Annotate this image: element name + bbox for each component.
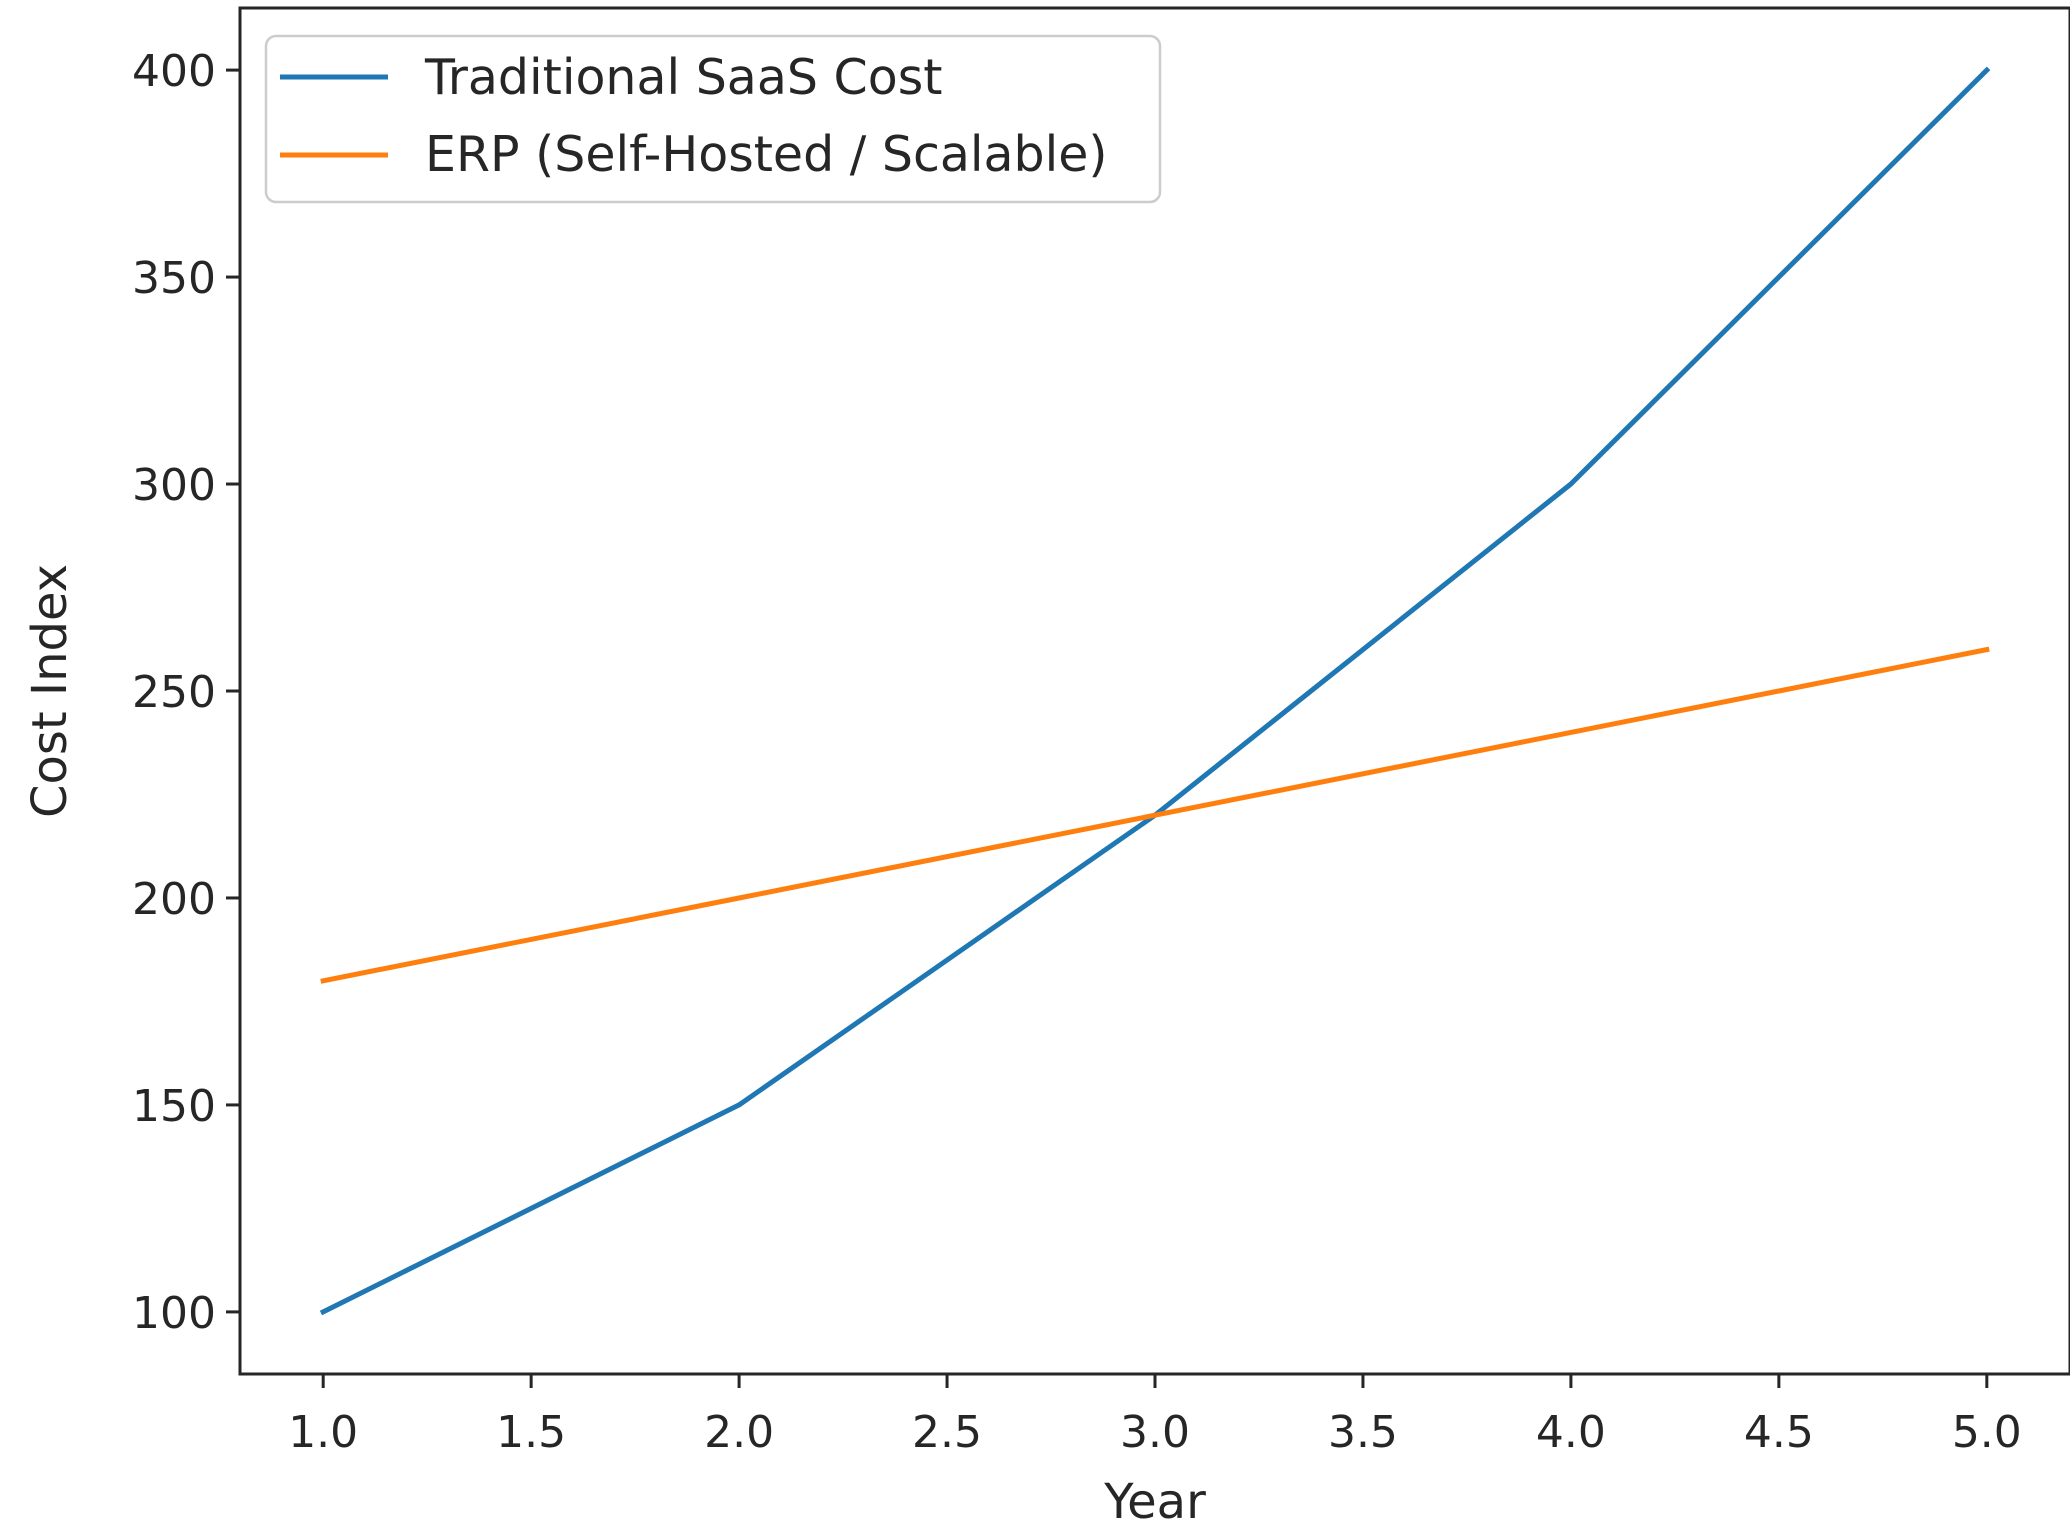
y-tick-label: 150 bbox=[132, 1081, 216, 1132]
legend-label-erp: ERP (Self-Hosted / Scalable) bbox=[425, 126, 1108, 183]
legend-box bbox=[264, 34, 1162, 204]
legend-label-traditional-saas: Traditional SaaS Cost bbox=[424, 49, 942, 106]
series-line-1 bbox=[320, 646, 1990, 984]
x-tick-label: 1.5 bbox=[496, 1407, 566, 1458]
y-axis-label: Cost Index bbox=[22, 564, 78, 818]
x-tick-label: 4.5 bbox=[1744, 1407, 1814, 1458]
x-tick-label: 5.0 bbox=[1952, 1407, 2022, 1458]
x-tick-label: 3.0 bbox=[1120, 1407, 1190, 1458]
y-tick-label: 400 bbox=[132, 46, 216, 97]
x-tick-label: 1.0 bbox=[288, 1407, 358, 1458]
x-tick-label: 2.0 bbox=[704, 1407, 774, 1458]
y-tick-label: 300 bbox=[132, 460, 216, 511]
x-tick-label: 3.5 bbox=[1328, 1407, 1398, 1458]
x-tick-label: 2.5 bbox=[912, 1407, 982, 1458]
x-axis-label: Year bbox=[1103, 1474, 1206, 1525]
legend: Traditional SaaS Cost ERP (Self-Hosted /… bbox=[264, 34, 1162, 204]
y-tick-label: 200 bbox=[132, 874, 216, 925]
y-tick-label: 350 bbox=[132, 253, 216, 304]
y-tick-label: 250 bbox=[132, 667, 216, 718]
y-axis-ticks: 100 150 200 250 300 350 400 bbox=[132, 46, 240, 1339]
series-layer bbox=[319, 66, 1991, 1316]
x-tick-label: 4.0 bbox=[1536, 1407, 1606, 1458]
y-tick-label: 100 bbox=[132, 1288, 216, 1339]
x-axis-ticks: 1.0 1.5 2.0 2.5 3.0 3.5 4.0 4.5 5.0 bbox=[288, 1374, 2022, 1458]
